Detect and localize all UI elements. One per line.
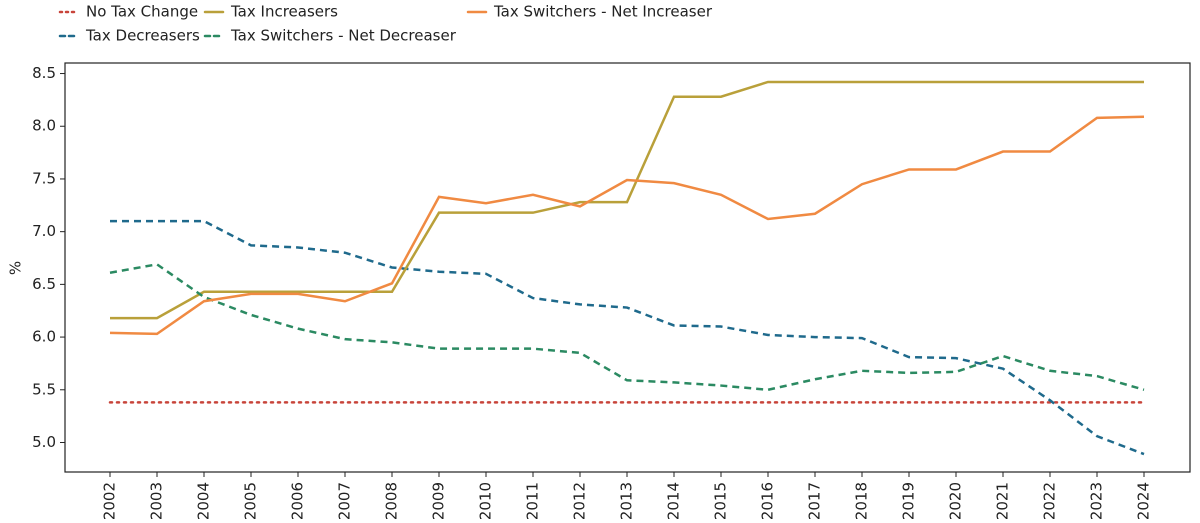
x-tick-label: 2012	[571, 482, 589, 519]
y-tick-label: 7.5	[32, 169, 56, 187]
y-tick-label: 6.0	[32, 328, 56, 346]
x-tick-label: 2006	[289, 482, 307, 519]
legend-label: Tax Decreasers	[85, 27, 200, 45]
legend-label: Tax Switchers - Net Decreaser	[230, 27, 457, 45]
y-tick-label: 5.0	[32, 433, 56, 451]
y-tick-label: 6.5	[32, 275, 56, 293]
legend-label: No Tax Change	[86, 3, 198, 21]
y-tick-label: 5.5	[32, 380, 56, 398]
series-line	[110, 219, 1145, 456]
x-tick-label: 2011	[524, 482, 542, 519]
plot-frame	[64, 62, 1191, 473]
series-line	[109, 263, 1145, 392]
x-tick-label: 2010	[477, 482, 495, 519]
x-tick-label: 2016	[759, 482, 777, 519]
x-tick-label: 2021	[994, 482, 1012, 519]
x-tick-label: 2017	[806, 482, 824, 519]
y-tick-label: 8.5	[32, 64, 56, 82]
series-line	[110, 80, 1144, 320]
x-tick-label: 2013	[618, 482, 636, 519]
x-tick-label: 2023	[1088, 482, 1106, 519]
x-tick-label: 2008	[383, 482, 401, 519]
x-tick-label: 2005	[242, 482, 260, 519]
x-tick-label: 2022	[1041, 482, 1059, 519]
x-tick-label: 2018	[853, 482, 871, 519]
x-tick-label: 2024	[1135, 482, 1153, 519]
x-tick-label: 2014	[665, 482, 683, 519]
series-line	[109, 115, 1145, 336]
y-axis-label: %	[7, 261, 25, 275]
x-tick-label: 2020	[947, 482, 965, 519]
x-tick-label: 2009	[430, 482, 448, 519]
x-tick-label: 2003	[148, 482, 166, 519]
x-tick-label: 2004	[195, 482, 213, 519]
legend-label: Tax Increasers	[230, 3, 338, 21]
x-tick-label: 2019	[900, 482, 918, 519]
y-tick-label: 8.0	[32, 117, 56, 135]
legend-label: Tax Switchers - Net Increaser	[493, 3, 713, 21]
x-tick-label: 2002	[101, 482, 119, 519]
x-tick-label: 2007	[336, 482, 354, 519]
x-tick-label: 2015	[712, 482, 730, 519]
y-tick-label: 7.0	[32, 222, 56, 240]
